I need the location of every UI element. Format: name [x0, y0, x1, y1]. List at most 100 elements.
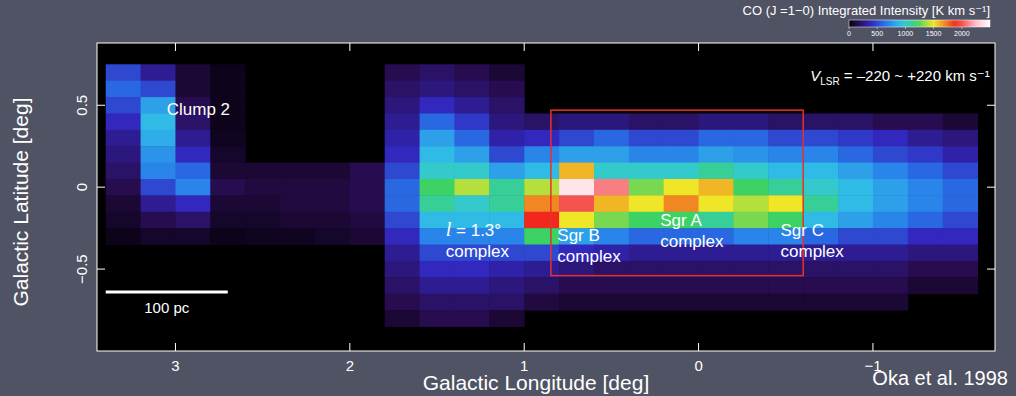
cell: [873, 277, 908, 294]
cell: [106, 64, 141, 81]
cell: [385, 81, 420, 98]
cell: [908, 146, 943, 163]
cell: [245, 195, 280, 212]
cell: [559, 113, 594, 130]
colorbar-tick-label: 1000: [898, 30, 914, 37]
cell: [943, 212, 978, 229]
cell: [768, 113, 803, 130]
colorbar-title: CO (J =1−0) Integrated Intensity [K km s…: [743, 3, 990, 18]
y-tick-label: 0.5: [73, 95, 90, 116]
cell: [524, 195, 559, 212]
cell: [454, 130, 489, 147]
cell: [768, 179, 803, 196]
cell: [106, 97, 141, 114]
cell: [524, 130, 559, 147]
y-tick-label: −0.5: [73, 254, 90, 284]
cell: [559, 277, 594, 294]
cell: [106, 163, 141, 180]
colorbar-tick-label: 0: [847, 30, 851, 37]
cell: [524, 228, 559, 245]
y-tick: [987, 105, 995, 106]
cell: [141, 228, 176, 245]
cell: [385, 113, 420, 130]
cell: [873, 245, 908, 262]
cell: [629, 130, 664, 147]
cell: [489, 179, 524, 196]
cell: [699, 277, 734, 294]
cell: [733, 212, 768, 229]
cell: [943, 146, 978, 163]
cell: [350, 163, 385, 180]
cell: [733, 130, 768, 147]
cell: [908, 261, 943, 278]
cell: [733, 113, 768, 130]
cell: [524, 294, 559, 311]
cell: [141, 212, 176, 229]
cell: [420, 277, 455, 294]
annotation: complex: [660, 232, 724, 251]
cell: [420, 64, 455, 81]
cell: [420, 195, 455, 212]
cell: [245, 212, 280, 229]
cell: [280, 195, 315, 212]
cell: [838, 294, 873, 311]
cell: [873, 163, 908, 180]
cell: [385, 130, 420, 147]
cell: [245, 163, 280, 180]
y-tick: [97, 105, 105, 106]
frame: [97, 43, 995, 351]
cell: [420, 310, 455, 327]
cell: [733, 163, 768, 180]
cell: [803, 163, 838, 180]
cell: [559, 294, 594, 311]
cell: [280, 163, 315, 180]
cell: [664, 130, 699, 147]
cell: [454, 310, 489, 327]
cell: [106, 212, 141, 229]
cell: [454, 81, 489, 98]
cell: [524, 212, 559, 229]
cell: [594, 113, 629, 130]
cell: [315, 179, 350, 196]
cell: [664, 195, 699, 212]
cell: [454, 146, 489, 163]
cell: [141, 130, 176, 147]
cell: [454, 277, 489, 294]
cell: [420, 261, 455, 278]
cell: [524, 146, 559, 163]
cell: [454, 163, 489, 180]
cell: [385, 261, 420, 278]
cell: [768, 195, 803, 212]
cell: [908, 163, 943, 180]
colorbar-tick-label: 1500: [926, 30, 942, 37]
cell: [420, 146, 455, 163]
cell: [489, 261, 524, 278]
x-tick-label: 2: [346, 357, 354, 374]
y-tick-label: 0: [73, 183, 90, 191]
cell: [350, 228, 385, 245]
cell: [873, 130, 908, 147]
cell: [629, 277, 664, 294]
annotation: complex: [781, 242, 845, 261]
cell: [489, 81, 524, 98]
cell: [664, 294, 699, 311]
cell: [210, 81, 245, 98]
scale-bar-label: 100 pc: [144, 299, 190, 316]
cell: [943, 261, 978, 278]
cell: [420, 179, 455, 196]
cell: [838, 113, 873, 130]
cell: [141, 64, 176, 81]
cells: [106, 64, 978, 327]
annotation: complex: [446, 242, 510, 261]
cell: [385, 228, 420, 245]
cell: [489, 294, 524, 311]
cell: [210, 212, 245, 229]
cell: [908, 277, 943, 294]
cell: [385, 195, 420, 212]
cell: [315, 212, 350, 229]
cell: [106, 179, 141, 196]
cell: [524, 113, 559, 130]
cell: [210, 146, 245, 163]
x-tick: [698, 43, 699, 51]
cell: [873, 294, 908, 311]
